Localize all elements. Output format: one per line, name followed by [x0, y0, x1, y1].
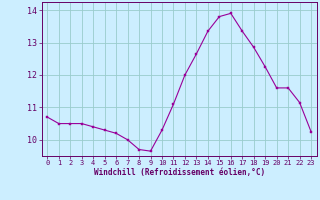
X-axis label: Windchill (Refroidissement éolien,°C): Windchill (Refroidissement éolien,°C): [94, 168, 265, 177]
